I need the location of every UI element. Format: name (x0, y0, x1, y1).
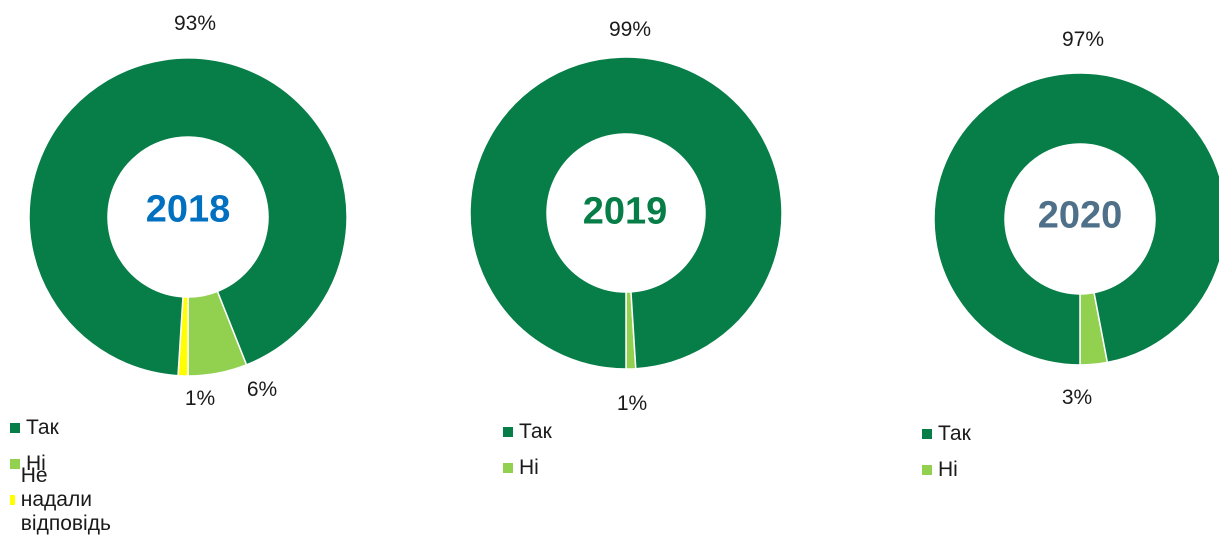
slice-yes (28, 57, 348, 377)
legend-label: Так (938, 422, 971, 445)
data-label-no: 3% (1061, 386, 1093, 409)
legend-swatch (503, 427, 513, 437)
legend-item-yes: Так (10, 410, 116, 446)
data-label-yes: 93% (173, 12, 217, 35)
legend-label: Так (26, 416, 59, 439)
legend-swatch (10, 495, 15, 505)
donut-svg (28, 57, 348, 377)
slice-yes (933, 72, 1219, 366)
legend-label: Ні (938, 458, 958, 481)
legend-item-no: Ні (922, 452, 971, 488)
center-label: 2018 (145, 188, 231, 231)
legend-item-yes: Так (922, 416, 971, 452)
legend-label: Так (519, 420, 552, 443)
data-label-yes: 97% (1061, 28, 1105, 51)
legend-swatch (10, 423, 20, 433)
legend-swatch (10, 459, 20, 469)
data-label-yes: 99% (608, 18, 652, 41)
legend-swatch (922, 429, 932, 439)
legend-item-no: Ні (10, 446, 116, 482)
legend-label: Ні (519, 456, 539, 479)
slice-yes (469, 56, 783, 370)
data-label-no: 1% (616, 392, 648, 415)
legend: Так Ні (922, 416, 971, 488)
legend-swatch (922, 465, 932, 475)
legend: Так Ні (503, 414, 552, 486)
legend-swatch (503, 463, 513, 473)
center-label: 2020 (1037, 194, 1123, 237)
legend-item-yes: Так (503, 414, 552, 450)
data-label-no-answer: 1% (184, 387, 216, 410)
donut-svg (469, 56, 783, 370)
center-label: 2019 (582, 190, 668, 233)
legend-item-no: Ні (503, 450, 552, 486)
data-label-no: 6% (246, 378, 278, 401)
legend-label: Ні (26, 452, 46, 475)
donut-svg (933, 72, 1219, 366)
